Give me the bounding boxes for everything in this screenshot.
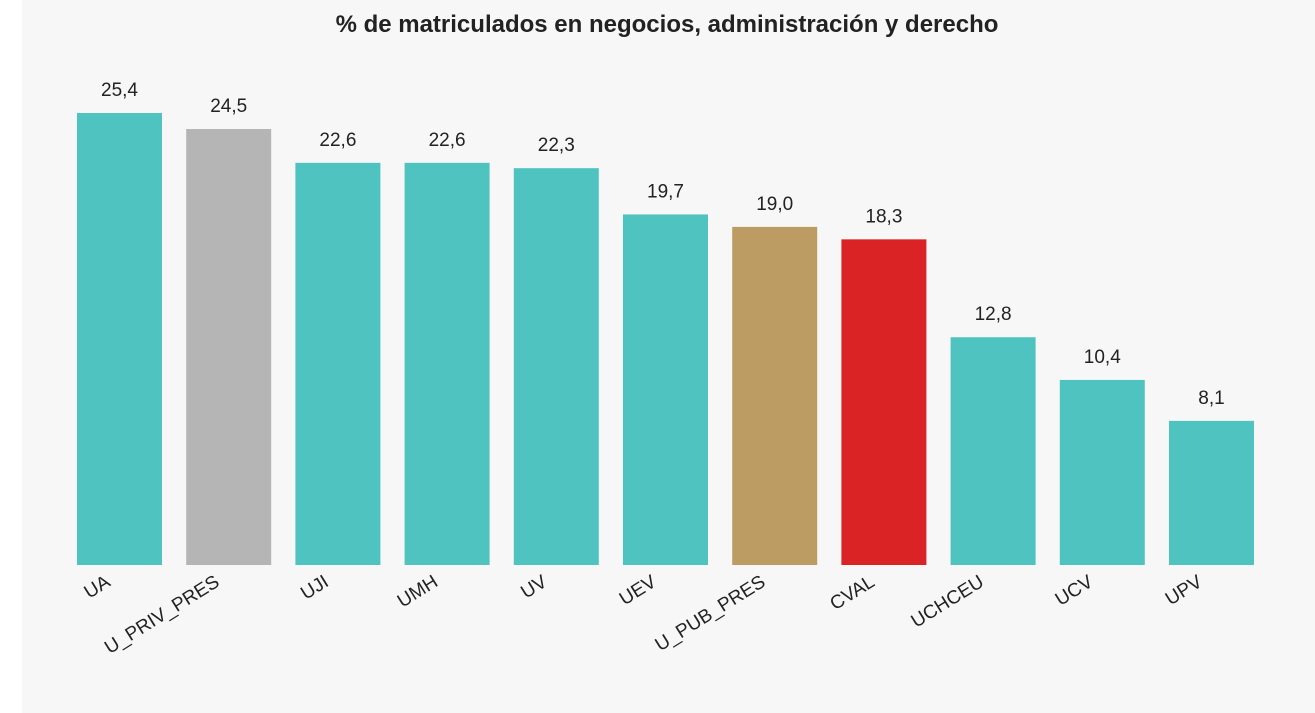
bar bbox=[732, 226, 818, 565]
bar bbox=[950, 337, 1036, 565]
value-label: 10,4 bbox=[1084, 347, 1121, 368]
value-label: 19,0 bbox=[756, 194, 793, 215]
value-label: 22,3 bbox=[538, 135, 575, 156]
bar bbox=[1169, 420, 1254, 565]
bar bbox=[77, 113, 162, 565]
bar bbox=[623, 214, 708, 565]
chart-title: % de matriculados en negocios, administr… bbox=[336, 11, 999, 38]
bar bbox=[513, 168, 599, 566]
value-label: 12,8 bbox=[975, 304, 1012, 325]
value-label: 19,7 bbox=[647, 181, 684, 202]
bar bbox=[841, 239, 927, 566]
bar bbox=[295, 162, 381, 565]
bar bbox=[186, 129, 272, 565]
value-label: 18,3 bbox=[865, 206, 902, 227]
value-label: 22,6 bbox=[319, 130, 356, 151]
value-label: 24,5 bbox=[210, 96, 247, 117]
value-label: 25,4 bbox=[101, 80, 138, 101]
value-label: 8,1 bbox=[1198, 388, 1224, 409]
bar bbox=[404, 162, 490, 565]
value-label: 22,6 bbox=[429, 130, 466, 151]
bar bbox=[1059, 379, 1145, 565]
